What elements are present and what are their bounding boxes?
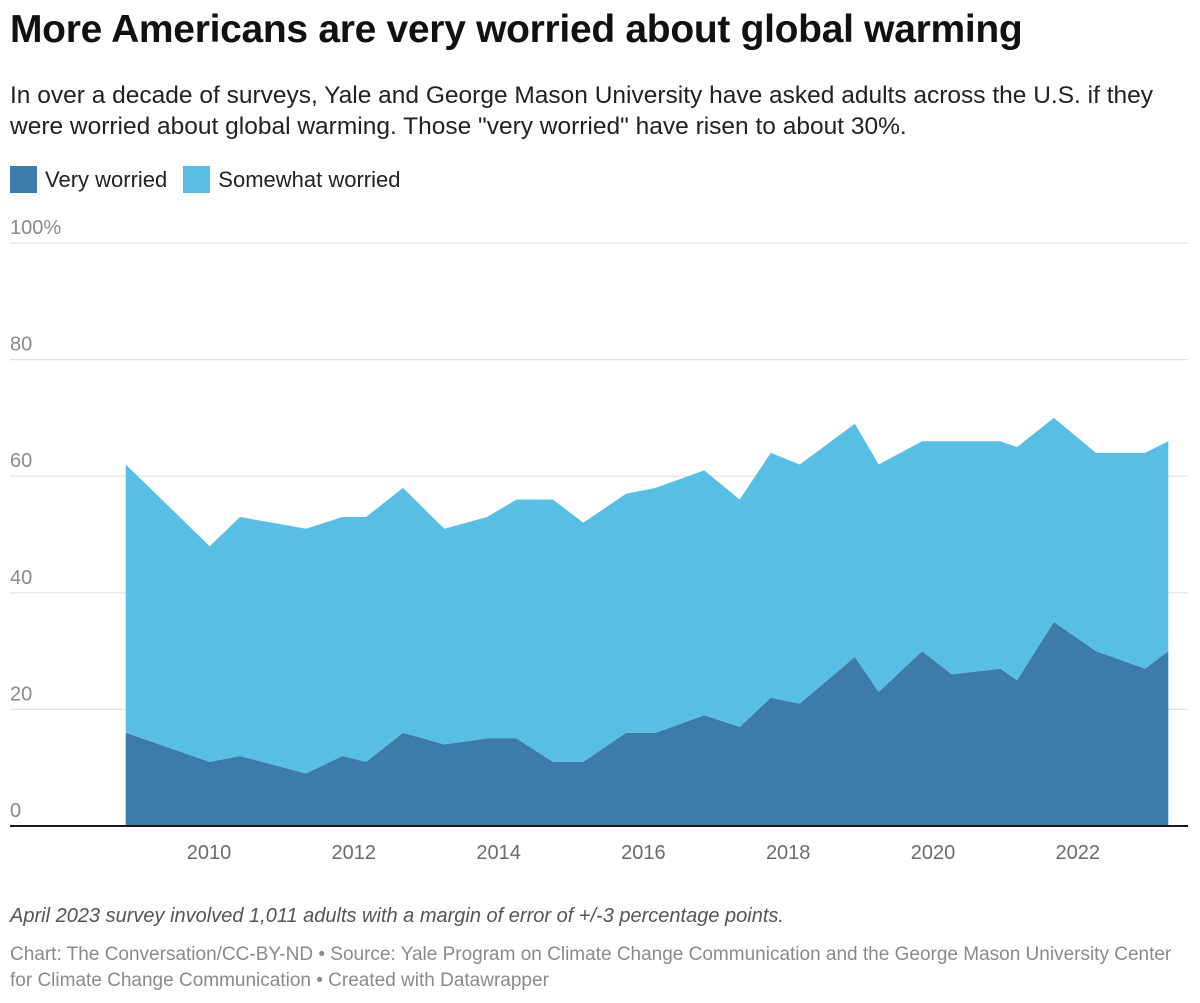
legend-swatch-very-worried [10, 166, 37, 193]
x-tick-label: 2018 [766, 842, 811, 864]
y-tick-label: 40 [10, 567, 32, 589]
area-chart: 0 20 40 60 80 100% 2010 2012 2014 2016 2018 2020 202… [10, 217, 1188, 864]
axes: 0 20 40 60 80 100% 2010 2012 2014 2016 2018 2020 202… [10, 217, 1188, 864]
y-tick-label: 100% [10, 217, 61, 239]
legend-item-very-worried: Very worried [10, 166, 167, 193]
x-tick-label: 2022 [1056, 842, 1101, 864]
x-tick-label: 2014 [476, 842, 521, 864]
legend-label: Very worried [45, 166, 168, 192]
footnote: April 2023 survey involved 1,011 adults … [10, 905, 784, 927]
x-tick-label: 2016 [621, 842, 666, 864]
area-very-worried [125, 622, 1169, 826]
source-credits: Chart: The Conversation/CC-BY-ND • Sourc… [10, 944, 1172, 991]
y-tick-label: 0 [10, 800, 21, 822]
legend-item-somewhat-worried: Somewhat worried [183, 166, 400, 193]
area-somewhat-worried [125, 417, 1169, 774]
x-tick-label: 2020 [911, 842, 956, 864]
legend: Very worried Somewhat worried [10, 166, 416, 193]
chart-subtitle: In over a decade of surveys, Yale and Ge… [10, 82, 1154, 140]
y-tick-label: 20 [10, 683, 32, 705]
y-tick-label: 60 [10, 450, 32, 472]
x-tick-label: 2010 [187, 842, 232, 864]
legend-swatch-somewhat-worried [183, 166, 211, 193]
chart-title: More Americans are very worried about gl… [10, 8, 1023, 51]
x-tick-label: 2012 [332, 842, 377, 864]
legend-label: Somewhat worried [218, 166, 401, 192]
y-tick-label: 80 [10, 334, 32, 356]
stacked-areas [125, 417, 1169, 826]
